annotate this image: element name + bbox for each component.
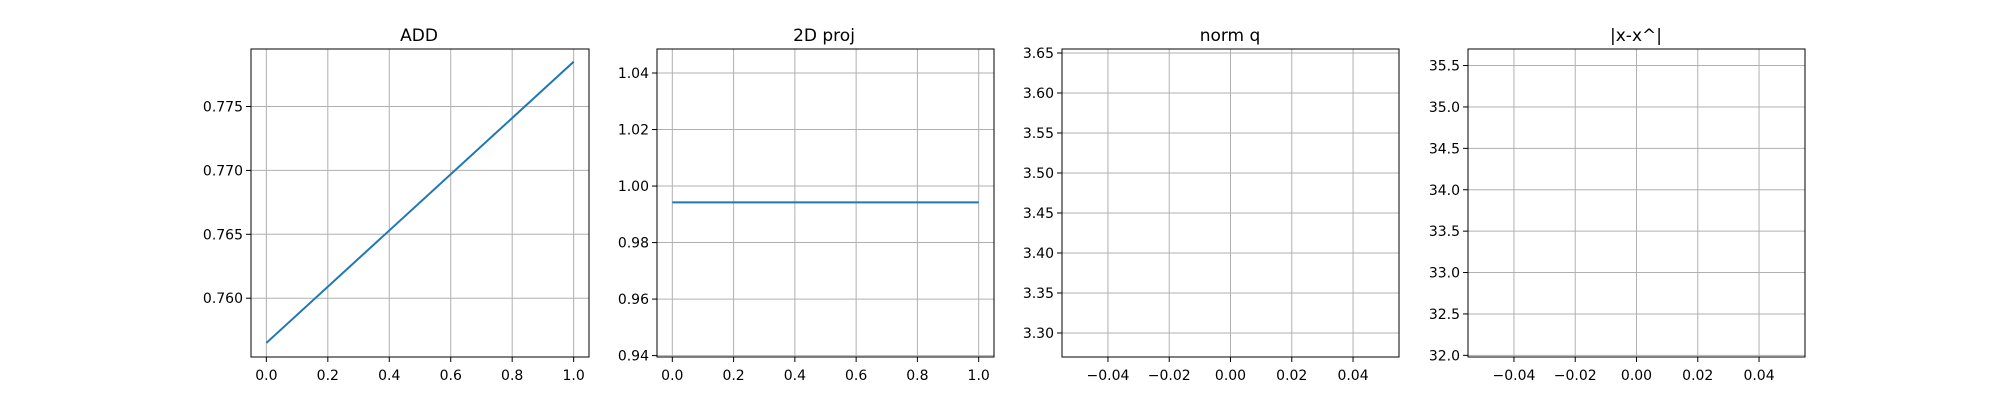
x-tick-label: 0.0 [255, 368, 277, 384]
x-tick-label: −0.04 [1087, 368, 1130, 384]
x-tick-label: 0.04 [1337, 368, 1368, 384]
x-tick-label: 0.00 [1215, 368, 1246, 384]
chart-title: |x-x^| [1610, 26, 1662, 46]
subplot-norm-q: norm q −0.04 −0.02 0.00 0.02 0.04 3.30 3.35 3.4… [1023, 26, 1400, 384]
axes-frame [656, 48, 995, 358]
y-tick-label: 32.0 [1429, 348, 1460, 364]
y-tick-label: 0.98 [618, 236, 649, 252]
y-tick-label: 32.5 [1429, 307, 1460, 323]
x-tick-label: 0.4 [784, 368, 806, 384]
x-tick-label: 0.02 [1682, 368, 1713, 384]
y-tick-label: 34.0 [1429, 183, 1460, 199]
axes-frame [1467, 48, 1806, 358]
x-tick-label: 0.0 [661, 368, 683, 384]
y-tick-label: 1.04 [618, 66, 649, 82]
y-tick-label: 0.94 [618, 349, 649, 365]
y-tick-label: 1.00 [618, 179, 649, 195]
plot-area: 0.0 0.2 0.4 0.6 0.8 1.0 0.760 0.765 0.770 0.775 [203, 48, 590, 384]
x-tick-label: 0.2 [317, 368, 339, 384]
axes-frame [1061, 48, 1400, 358]
x-tick-label: 0.8 [501, 368, 523, 384]
y-tick-label: 3.40 [1023, 246, 1054, 262]
x-tick-label: 0.02 [1276, 368, 1307, 384]
y-tick-label: 34.5 [1429, 141, 1460, 157]
y-tick-label: 3.55 [1023, 126, 1054, 142]
series-line [265, 61, 575, 344]
y-tick-label: 35.5 [1429, 59, 1460, 75]
x-tick-label: 0.00 [1621, 368, 1652, 384]
plot-area: −0.04 −0.02 0.00 0.02 0.04 32.0 32.5 33.0 33.5 34… [1429, 48, 1806, 384]
y-tick-label: 0.96 [618, 292, 649, 308]
y-tick-label: 0.770 [203, 163, 243, 179]
y-tick-label: 0.765 [203, 227, 243, 243]
y-tick-label: 1.02 [618, 123, 649, 139]
x-tick-label: −0.02 [1554, 368, 1597, 384]
y-tick-label: 3.30 [1023, 326, 1054, 342]
y-tick-label: 33.5 [1429, 224, 1460, 240]
subplot-2d-proj: 2D proj 0.0 0.2 0.4 0.6 0.8 1.0 0.94 0.96 0.98 1.… [618, 26, 995, 384]
y-tick-label: 3.60 [1023, 86, 1054, 102]
x-tick-label: 0.04 [1743, 368, 1774, 384]
plot-area: −0.04 −0.02 0.00 0.02 0.04 3.30 3.35 3.40 3.45 3.… [1023, 46, 1400, 384]
chart-title: norm q [1200, 26, 1261, 46]
chart-title: ADD [400, 26, 438, 46]
x-tick-label: 0.6 [845, 368, 867, 384]
x-tick-label: 1.0 [563, 368, 585, 384]
y-tick-label: 33.0 [1429, 266, 1460, 282]
x-tick-label: 0.8 [906, 368, 928, 384]
y-tick-label: 3.45 [1023, 206, 1054, 222]
subplot-x-error: |x-x^| −0.04 −0.02 0.00 0.02 0.04 32.0 32.5 33.… [1429, 26, 1806, 384]
y-tick-label: 3.65 [1023, 46, 1054, 62]
plot-area: 0.0 0.2 0.4 0.6 0.8 1.0 0.94 0.96 0.98 1.00 1.02 1.… [618, 48, 995, 384]
y-tick-label: 35.0 [1429, 100, 1460, 116]
y-tick-label: 3.35 [1023, 286, 1054, 302]
y-tick-label: 0.775 [203, 100, 243, 116]
chart-title: 2D proj [793, 26, 855, 46]
x-tick-label: −0.04 [1493, 368, 1536, 384]
x-tick-label: 0.6 [440, 368, 462, 384]
axes-frame [250, 48, 590, 358]
subplot-add: ADD 0.0 0.2 0.4 0.6 0.8 1.0 0.760 0.765 0.770 0.7… [203, 26, 590, 384]
y-tick-label: 3.50 [1023, 166, 1054, 182]
x-tick-label: 0.2 [722, 368, 744, 384]
y-tick-label: 0.760 [203, 291, 243, 307]
x-tick-label: 0.4 [378, 368, 400, 384]
x-tick-label: 1.0 [968, 368, 990, 384]
x-tick-label: −0.02 [1148, 368, 1191, 384]
